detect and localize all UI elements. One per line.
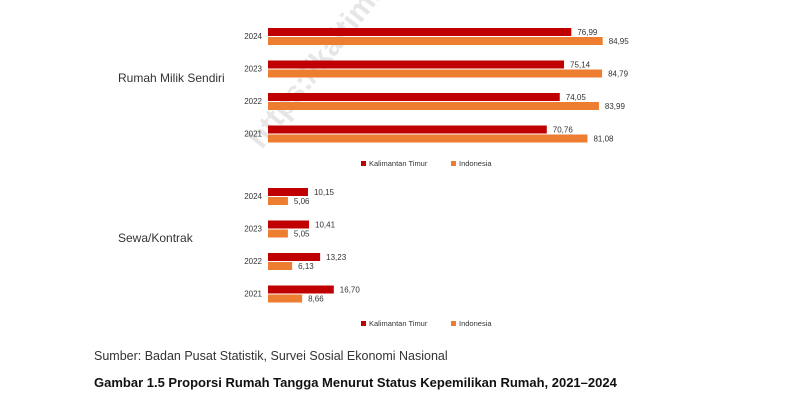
data-label: 5,05 xyxy=(294,230,310,239)
data-label: 10,15 xyxy=(314,188,335,197)
legend-swatch xyxy=(361,321,366,326)
legend-label: Indonesia xyxy=(459,319,492,328)
bar xyxy=(268,229,288,238)
panel-label: Rumah Milik Sendiri xyxy=(118,71,225,85)
data-label: 70,76 xyxy=(553,126,574,135)
bar xyxy=(268,134,588,143)
data-label: 83,99 xyxy=(605,102,626,111)
data-label: 6,13 xyxy=(298,262,314,271)
legend-label: Indonesia xyxy=(459,159,492,168)
legend-swatch xyxy=(451,321,456,326)
bar xyxy=(268,37,603,45)
category-label: 2022 xyxy=(244,97,262,106)
data-label: 84,79 xyxy=(608,70,629,79)
data-label: 5,06 xyxy=(294,197,310,206)
data-label: 74,05 xyxy=(566,93,587,102)
data-label: 75,14 xyxy=(570,61,591,70)
data-label: 8,66 xyxy=(308,295,324,304)
bar xyxy=(268,28,572,36)
category-label: 2021 xyxy=(244,290,262,299)
bar xyxy=(268,93,560,101)
legend-label: Kalimantan Timur xyxy=(369,159,428,168)
bar xyxy=(268,125,547,134)
bar xyxy=(268,253,321,261)
bar xyxy=(268,197,288,205)
legend-label: Kalimantan Timur xyxy=(369,319,428,328)
panel-label: Sewa/Kontrak xyxy=(118,231,194,245)
data-label: 81,08 xyxy=(593,135,614,144)
bar-chart-figure: https://kaltim.bps.go.id Rumah Milik Sen… xyxy=(118,0,629,328)
chart-panel-2: Sewa/Kontrak 2024 10,15 5,06 2023 10,41 5,05 20… xyxy=(118,188,492,328)
data-label: 16,70 xyxy=(340,286,361,295)
data-label: 84,95 xyxy=(609,37,630,46)
category-label: 2023 xyxy=(244,65,262,74)
bar xyxy=(268,102,599,110)
chart-panels: Rumah Milik Sendiri 2024 76,99 84,95 2023 75,… xyxy=(118,28,629,328)
bar xyxy=(268,285,334,294)
bar xyxy=(268,60,565,69)
bar xyxy=(268,262,293,270)
chart-panel-1: Rumah Milik Sendiri 2024 76,99 84,95 2023 75,… xyxy=(118,28,629,168)
category-label: 2021 xyxy=(244,130,262,139)
category-label: 2024 xyxy=(244,32,262,41)
category-label: 2023 xyxy=(244,225,262,234)
bar xyxy=(268,188,308,196)
bar xyxy=(268,294,303,303)
category-label: 2024 xyxy=(244,192,262,201)
data-label: 10,41 xyxy=(315,221,336,230)
category-label: 2022 xyxy=(244,257,262,266)
figure-caption: Gambar 1.5 Proporsi Rumah Tangga Menurut… xyxy=(94,375,617,390)
legend-swatch xyxy=(361,161,366,166)
bar xyxy=(268,220,310,229)
bar xyxy=(268,69,603,78)
data-label: 76,99 xyxy=(577,28,598,37)
data-label: 13,23 xyxy=(326,253,347,262)
legend-swatch xyxy=(451,161,456,166)
source-note: Sumber: Badan Pusat Statistik, Survei So… xyxy=(94,349,448,363)
